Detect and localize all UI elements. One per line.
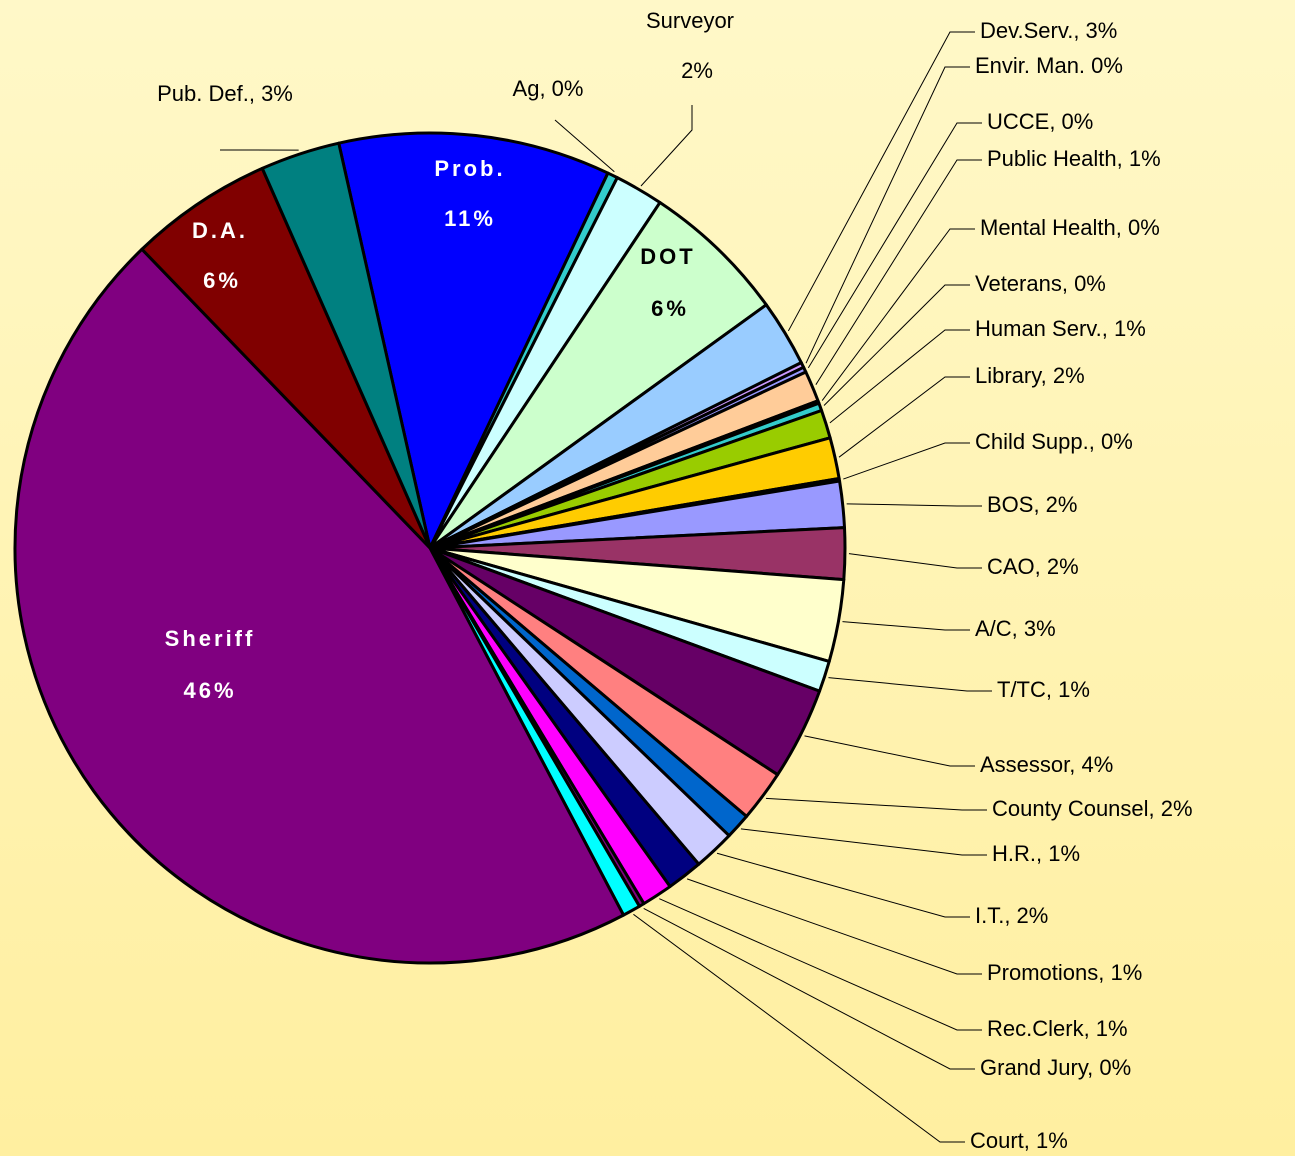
slice-label: DOT xyxy=(640,244,695,269)
leader-line xyxy=(633,913,965,1143)
leader-line xyxy=(716,852,970,918)
slice-label: Public Health, 1% xyxy=(987,146,1161,171)
leader-line xyxy=(643,907,975,1070)
slice-label: Court, 1% xyxy=(970,1128,1068,1153)
slice-label: T/TC, 1% xyxy=(997,677,1090,702)
leader-line xyxy=(787,31,975,332)
slice-label: UCCE, 0% xyxy=(987,109,1093,134)
slice-label: D.A. xyxy=(192,218,248,243)
leader-line xyxy=(848,553,982,569)
pie-slice xyxy=(140,166,432,550)
slice-label: Mental Health, 0% xyxy=(980,215,1160,240)
slice-label: Surveyor xyxy=(646,8,734,33)
slice-label: Human Serv., 1% xyxy=(975,316,1146,341)
leader-line xyxy=(843,442,970,480)
slice-label: Assessor, 4% xyxy=(980,752,1113,777)
slice-label: Promotions, 1% xyxy=(987,960,1142,985)
leader-line xyxy=(807,122,982,369)
slice-label: Veterans, 0% xyxy=(975,271,1106,296)
slice-label: Child Supp., 0% xyxy=(975,429,1133,454)
slice-label: Prob. xyxy=(434,156,505,181)
slice-label: I.T., 2% xyxy=(975,903,1048,928)
slice-label: CAO, 2% xyxy=(987,554,1079,579)
leader-line xyxy=(828,677,992,692)
slice-label: Grand Jury, 0% xyxy=(980,1055,1131,1080)
leader-line xyxy=(686,878,982,975)
slice-label: Rec.Clerk, 1% xyxy=(987,1016,1128,1041)
pie-slice xyxy=(260,141,432,550)
leader-line xyxy=(815,159,982,385)
leader-line xyxy=(740,828,987,856)
leader-line xyxy=(846,503,982,507)
leader-line xyxy=(804,735,975,767)
slice-label: 2% xyxy=(681,58,713,83)
slice-label: H.R., 1% xyxy=(992,841,1080,866)
slice-label: 6% xyxy=(651,296,689,321)
slice-label: 46% xyxy=(183,678,236,703)
slice-label: BOS, 2% xyxy=(987,492,1077,517)
slice-label: Envir. Man. 0% xyxy=(975,53,1123,78)
leader-line xyxy=(765,797,987,811)
slice-label: Pub. Def., 3% xyxy=(157,81,293,106)
leader-line xyxy=(842,621,970,631)
leader-line xyxy=(640,105,693,187)
leader-line xyxy=(829,329,970,424)
slice-label: 6% xyxy=(203,268,241,293)
slice-label: Ag, 0% xyxy=(513,76,584,101)
slice-label: Dev.Serv., 3% xyxy=(980,18,1117,43)
leader-line xyxy=(821,228,975,401)
leader-line xyxy=(823,284,970,406)
slice-label: A/C, 3% xyxy=(975,616,1056,641)
slice-label: Library, 2% xyxy=(975,363,1085,388)
leader-line xyxy=(554,119,615,173)
slice-label: County Counsel, 2% xyxy=(992,796,1193,821)
pie-slice xyxy=(337,131,610,550)
leader-line xyxy=(805,66,970,364)
slice-label: Sheriff xyxy=(165,626,256,651)
leader-line xyxy=(838,376,970,458)
slice-label: 11% xyxy=(444,206,496,231)
pie-slice xyxy=(13,247,625,965)
pie-slice xyxy=(428,201,768,550)
leader-line xyxy=(659,898,982,1031)
